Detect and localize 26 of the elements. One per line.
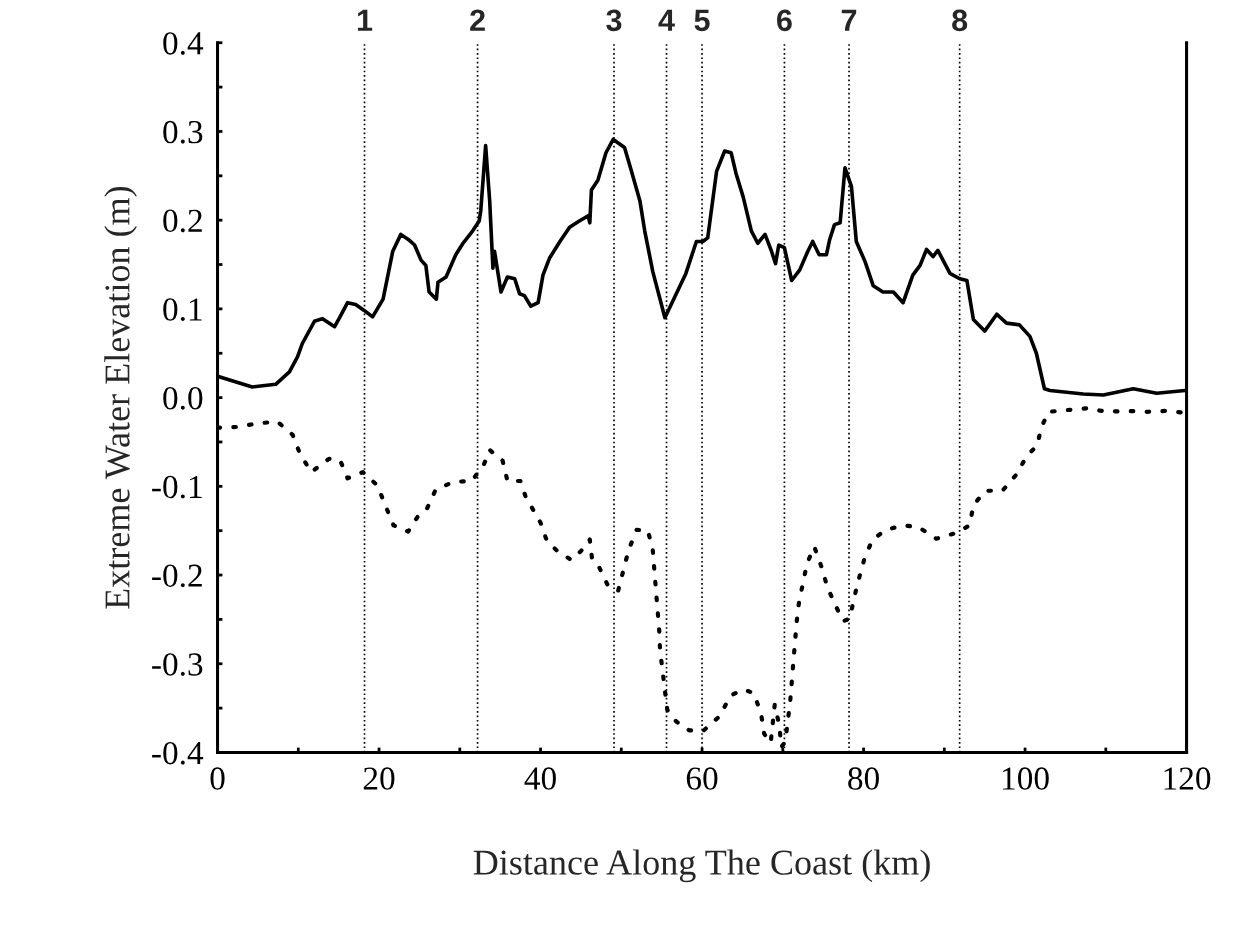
annotation: 3 [606,9,622,32]
annotation: 7 [841,9,857,31]
y-axis-title: Extreme Water Elevation (m) [104,186,137,609]
x-tick-label: 80 [848,767,879,790]
y-tick-label: -0.2 [152,564,202,588]
y-tick-label: 0.1 [163,298,202,321]
y-tick-label: 0.4 [163,32,204,55]
x-axis-title: Distance Along The Coast (km) [473,849,930,883]
annotation: 2 [470,9,485,31]
annotation: 5 [694,9,710,32]
y-tick-label: 0.0 [163,387,203,410]
x-tick-label: 0 [210,767,225,790]
x-tick-label: 120 [1164,767,1211,790]
y-tick-label: -0.3 [152,653,203,676]
annotation: 4 [658,9,675,31]
annotation: 6 [777,9,792,32]
x-tick-label: 60 [686,767,718,790]
x-tick-label: 40 [524,767,556,790]
x-tick-label: 100 [1002,767,1049,790]
y-tick-label: -0.1 [152,475,202,499]
annotation: 8 [952,9,968,32]
x-tick-label: 20 [363,767,395,790]
y-tick-label: -0.4 [152,741,204,765]
annotation: 1 [357,9,373,31]
y-tick-label: 0.2 [163,209,202,233]
y-tick-label: 0.3 [163,120,203,144]
